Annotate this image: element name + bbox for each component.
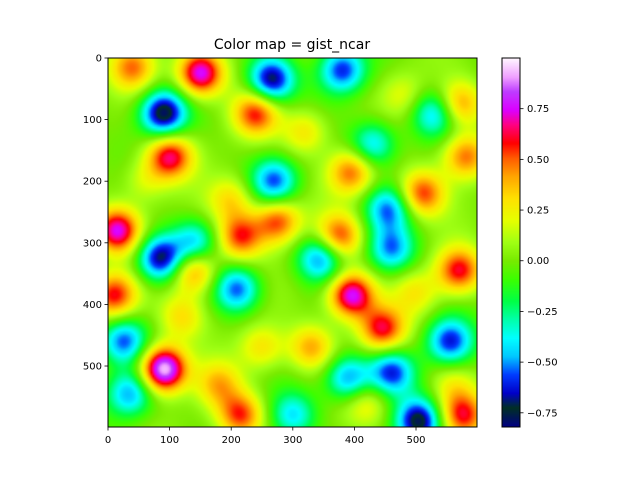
x-tick-label: 300	[283, 435, 302, 446]
colorbar-tick-label: 0.00	[527, 256, 549, 267]
y-axis: 0 100 200 300 400 500	[83, 54, 108, 373]
x-tick-label: 0	[105, 435, 111, 446]
colorbar-tick-label: −0.75	[527, 408, 558, 419]
colorbar-tick-label: −0.25	[527, 307, 558, 318]
colorbar-axis: −0.75 −0.50 −0.25 0.00 0.25 0.50 0.75	[520, 104, 558, 419]
y-tick-label: 500	[83, 362, 102, 373]
colorbar-tick-label: 0.75	[527, 104, 549, 115]
y-tick-label: 0	[96, 54, 102, 65]
colorbar-tick-label: 0.50	[527, 155, 549, 166]
x-tick-label: 400	[345, 435, 364, 446]
colorbar-tick-label: 0.25	[527, 206, 549, 217]
x-tick-label: 500	[406, 435, 425, 446]
colorbar-tick-label: −0.50	[527, 358, 558, 369]
y-tick-label: 400	[83, 300, 102, 311]
y-tick-label: 100	[83, 115, 102, 126]
x-axis: 0 100 200 300 400 500	[105, 427, 426, 446]
chart-title: Color map = gist_ncar	[214, 37, 370, 53]
heatmap-image	[108, 58, 477, 427]
y-tick-label: 200	[83, 177, 102, 188]
y-tick-label: 300	[83, 238, 102, 249]
x-tick-label: 200	[222, 435, 241, 446]
colorbar-image	[502, 58, 520, 427]
colorbar-frame	[501, 57, 521, 428]
x-tick-label: 100	[160, 435, 179, 446]
